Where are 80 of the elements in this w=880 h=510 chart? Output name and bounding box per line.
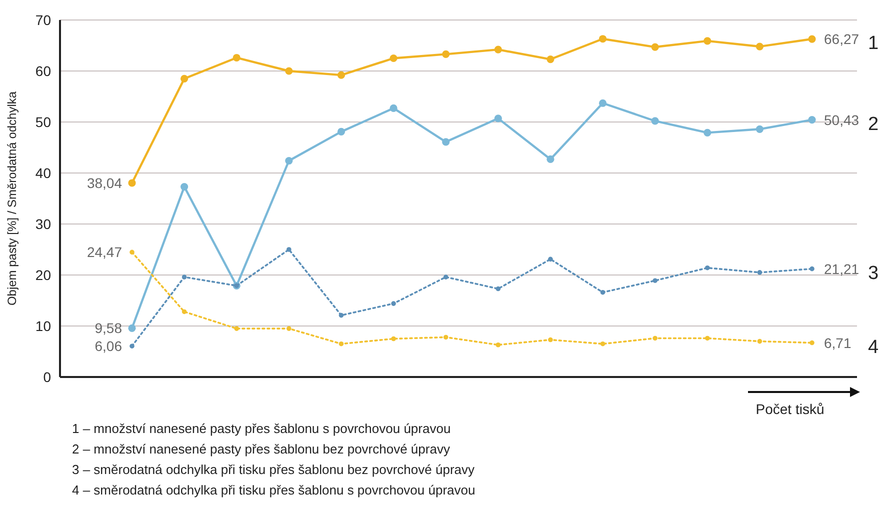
point: [810, 266, 814, 272]
point: [338, 312, 344, 318]
point: [652, 336, 658, 341]
point: [808, 35, 816, 43]
y-tick-label: 20: [35, 267, 52, 283]
y-tick-label: 0: [43, 369, 52, 385]
point: [546, 55, 554, 64]
text: 3: [868, 262, 879, 284]
text: 4 – směrodatná odchylka při tisku přes šablonu s povrchovou úpravou: [72, 482, 476, 498]
point: [651, 43, 659, 51]
point: [652, 278, 658, 284]
point: [337, 71, 346, 79]
point: [757, 338, 762, 344]
point: [494, 114, 502, 122]
point: [390, 54, 398, 62]
point: [232, 54, 240, 62]
data-label: 24,47: [86, 244, 122, 260]
data-label: 38,04: [86, 174, 122, 191]
y-tick-label: 10: [35, 318, 52, 334]
point: [182, 309, 187, 314]
point: [285, 156, 293, 165]
data-label: 6,06: [94, 338, 122, 354]
point: [600, 290, 606, 295]
point: [337, 128, 346, 136]
point: [704, 128, 712, 137]
point: [182, 274, 187, 280]
point: [548, 337, 553, 342]
point: [442, 50, 450, 58]
point: [810, 340, 814, 346]
point: [600, 341, 606, 346]
point: [704, 37, 712, 45]
point: [808, 116, 816, 124]
text: 1: [868, 33, 879, 54]
point: [548, 256, 553, 262]
point: [128, 324, 136, 332]
data-label: 9,58: [94, 320, 122, 336]
data-label: 21,21: [824, 260, 860, 277]
text: 1 – množství nanesené pasty přes šablonu s povrchovou úpravou: [72, 421, 451, 436]
point: [338, 341, 344, 346]
point: [286, 326, 292, 331]
point: [180, 182, 188, 191]
point: [442, 138, 450, 146]
point: [496, 342, 501, 348]
point: [496, 286, 501, 292]
point: [234, 326, 240, 331]
y-tick-label: 70: [35, 12, 52, 28]
text: 3 – směrodatná odchylka při tisku přes šablonu bez povrchové úpravy: [72, 462, 475, 477]
y-tick-label: 40: [35, 165, 52, 181]
point: [704, 265, 710, 270]
point: [598, 35, 607, 43]
point: [651, 117, 659, 125]
point: [130, 250, 134, 255]
point: [756, 42, 764, 50]
point: [286, 247, 292, 252]
data-label: 66,27: [824, 31, 860, 48]
point: [391, 301, 396, 306]
point: [443, 274, 448, 280]
y-tick-label: 50: [35, 114, 52, 130]
y-axis-title: Objem pasty [%] / Směrodatná odchylka: [5, 91, 19, 306]
point: [494, 46, 502, 54]
y-tick-label: 60: [35, 63, 52, 79]
text: 2: [868, 114, 879, 135]
point: [391, 336, 396, 342]
point: [704, 336, 710, 341]
point: [390, 104, 398, 112]
point: [757, 270, 762, 275]
point: [128, 179, 136, 187]
x-axis-title: Počet tisků: [756, 401, 824, 417]
data-label: 6,71: [824, 334, 852, 351]
point: [756, 125, 764, 133]
y-tick-label: 30: [35, 216, 52, 232]
data-label: 50,43: [824, 112, 860, 128]
point: [285, 67, 293, 75]
point: [546, 155, 554, 164]
point: [180, 74, 188, 82]
point: [443, 334, 448, 340]
text: 2 – množství nanesené pasty přes šablonu bez povrchové úpravy: [72, 442, 450, 456]
point: [598, 99, 607, 107]
text: 4: [868, 336, 879, 358]
point: [130, 344, 134, 348]
